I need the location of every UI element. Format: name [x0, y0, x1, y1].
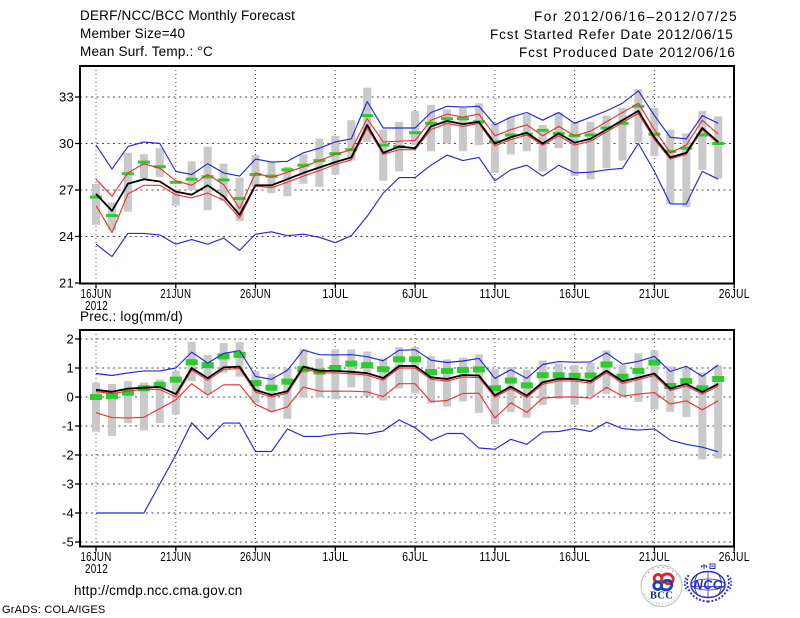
- svg-text:1JUL: 1JUL: [322, 286, 348, 301]
- svg-text:16JUN: 16JUN: [81, 286, 112, 301]
- svg-text:For 2012/06/16–2012/07/25: For 2012/06/16–2012/07/25: [534, 9, 738, 24]
- svg-text:21JUN: 21JUN: [160, 549, 191, 564]
- svg-text:-5: -5: [62, 535, 74, 550]
- svg-text:6JUL: 6JUL: [402, 549, 428, 564]
- svg-text:26JUL: 26JUL: [719, 286, 750, 301]
- svg-text:http://cmdp.ncc.cma.gov.cn: http://cmdp.ncc.cma.gov.cn: [74, 583, 243, 598]
- svg-text:BCC: BCC: [650, 591, 673, 602]
- svg-text:30: 30: [59, 136, 74, 151]
- svg-text:Mean Surf. Temp.: °C: Mean Surf. Temp.: °C: [80, 44, 213, 59]
- svg-text:11JUL: 11JUL: [479, 549, 510, 564]
- svg-text:GrADS: COLA/IGES: GrADS: COLA/IGES: [2, 604, 105, 616]
- svg-text:27: 27: [59, 183, 74, 198]
- svg-text:-3: -3: [62, 477, 74, 492]
- svg-text:16JUN: 16JUN: [81, 549, 112, 564]
- svg-text:16JUL: 16JUL: [559, 286, 590, 301]
- svg-text:1JUL: 1JUL: [322, 549, 348, 564]
- svg-text:Prec.: log(mm/d): Prec.: log(mm/d): [80, 309, 183, 324]
- svg-text:26JUL: 26JUL: [719, 549, 750, 564]
- svg-text:Member Size=40: Member Size=40: [80, 26, 185, 41]
- svg-text:DERF/NCC/BCC Monthly Forecast: DERF/NCC/BCC Monthly Forecast: [80, 8, 295, 23]
- svg-text:2012: 2012: [85, 561, 108, 576]
- svg-text:-2: -2: [62, 448, 74, 463]
- svg-text:21JUN: 21JUN: [160, 286, 191, 301]
- svg-text:11JUL: 11JUL: [479, 286, 510, 301]
- svg-text:21: 21: [59, 276, 74, 291]
- svg-text:Fcst Started Refer Date 2012/0: Fcst Started Refer Date 2012/06/15: [490, 27, 734, 42]
- svg-text:-4: -4: [62, 506, 74, 521]
- svg-text:6JUL: 6JUL: [402, 286, 428, 301]
- svg-text:21JUL: 21JUL: [639, 549, 670, 564]
- svg-text:-1: -1: [62, 419, 74, 434]
- svg-text:16JUL: 16JUL: [559, 549, 590, 564]
- svg-text:2012: 2012: [85, 298, 108, 313]
- svg-text:0: 0: [66, 390, 74, 405]
- svg-text:26JUN: 26JUN: [240, 286, 271, 301]
- svg-text:33: 33: [59, 90, 74, 105]
- svg-text:1: 1: [66, 361, 74, 376]
- svg-text:26JUN: 26JUN: [240, 549, 271, 564]
- svg-text:21JUL: 21JUL: [639, 286, 670, 301]
- svg-text:2: 2: [66, 332, 74, 347]
- svg-text:24: 24: [59, 229, 74, 244]
- svg-text:NCC: NCC: [694, 578, 723, 592]
- svg-text:Fcst Produced Date 2012/06/16: Fcst Produced Date 2012/06/16: [519, 45, 736, 60]
